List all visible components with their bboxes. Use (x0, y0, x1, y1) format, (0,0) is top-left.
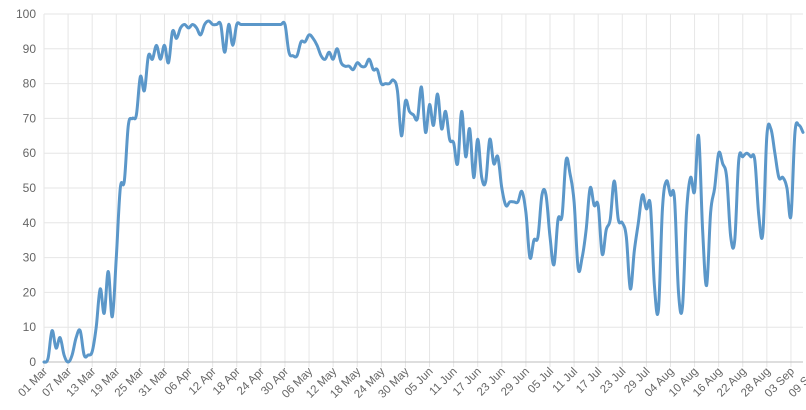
y-tick-label: 90 (23, 42, 37, 56)
y-tick-label: 30 (23, 251, 37, 265)
x-tick-label: 11 Jul (551, 366, 581, 396)
y-tick-label: 10 (23, 320, 37, 334)
x-tick-label: 23 Jul (598, 366, 628, 396)
gridlines (43, 13, 803, 367)
y-tick-label: 40 (23, 216, 37, 230)
x-tick-label: 17 Jul (574, 366, 604, 396)
series-line (42, 19, 805, 364)
y-tick-label: 60 (23, 146, 37, 160)
y-axis: 0 10 20 30 40 50 60 70 80 90 100 (16, 7, 36, 369)
y-tick-label: 20 (23, 285, 37, 299)
y-tick-label: 0 (29, 355, 36, 369)
y-tick-label: 70 (23, 111, 37, 125)
x-tick-label: 05 Jul (526, 366, 556, 396)
y-tick-label: 80 (23, 77, 37, 91)
y-tick-label: 100 (16, 7, 36, 21)
y-tick-label: 50 (23, 181, 37, 195)
